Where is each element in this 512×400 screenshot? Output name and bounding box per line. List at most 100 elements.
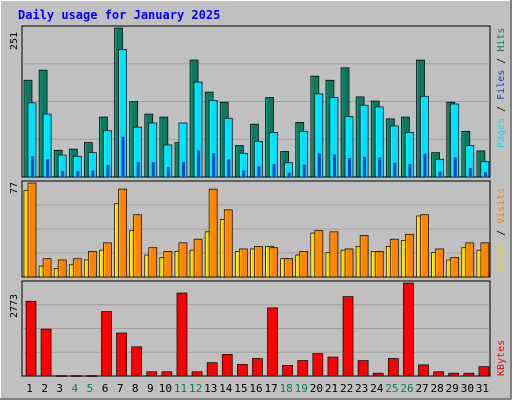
bar-pages [272,163,276,177]
bar-kbytes [55,375,67,377]
bar-pages [106,165,110,177]
day-label: 16 [249,382,262,395]
day-label: 11 [174,382,187,395]
bar-visits [389,238,399,278]
legend-sep-1: / [496,100,507,118]
day-label: 10 [159,382,172,395]
bar-pages [212,153,216,177]
bar-visits [57,259,67,278]
bar-visits [359,235,369,278]
visits-ymax-label: 77 [9,182,20,194]
bar-kbytes [161,371,173,377]
bar-kbytes [418,364,429,377]
bar-visits [103,242,112,278]
bar-kbytes [267,307,278,377]
chart-title: Daily usage for January 2025 [18,8,220,22]
bar-visits [72,258,82,278]
bar-kbytes [70,375,82,377]
day-label: 5 [87,382,94,395]
bar-visits [27,182,37,278]
day-label: 26 [400,382,413,395]
bar-kbytes [357,360,369,377]
bar-pages [438,171,442,177]
bar-kbytes [342,296,354,377]
legend-kbytes-label: KBytes [496,340,507,376]
bar-kbytes [478,366,490,377]
bar-visits [178,242,188,278]
day-label: 6 [102,382,109,395]
bar-kbytes [312,353,324,377]
bar-kbytes [463,372,475,377]
bar-visits [163,251,173,278]
day-label: 27 [415,382,428,395]
bar-kbytes [372,372,384,377]
day-label: 4 [72,382,79,395]
day-label: 2 [41,382,48,395]
bar-kbytes [387,358,399,377]
bar-visits [480,242,490,278]
legend-kbytes: KBytes [496,340,507,376]
day-labels: 1 2 3 4 5 6 7 8 9 10 11 12 13 14 15 16 17 18 19 20 21 22 23 24 2… [26,382,489,395]
bar-visits [133,214,143,278]
day-label: 30 [461,382,474,395]
bar-pages [181,162,185,177]
day-label: 20 [310,382,323,395]
bar-visits [450,257,460,278]
day-label: 8 [132,382,139,395]
bar-visits [42,258,52,278]
day-label: 1 [26,382,33,395]
bar-kbytes [433,371,444,377]
day-label: 19 [295,382,308,395]
legend-pages: Pages [496,118,507,148]
day-label: 13 [204,382,217,395]
bar-kbytes [86,375,97,377]
bar-visits [405,233,414,278]
bar-pages [151,162,155,177]
day-label: 22 [340,382,353,395]
bar-kbytes [191,371,203,377]
legend-sep-2: / [496,52,507,70]
bar-pages [166,166,170,177]
bar-pages [91,170,95,177]
bar-kbytes [206,362,218,377]
day-label: 31 [476,382,489,395]
bar-pages [46,159,50,177]
bar-visits [148,247,158,278]
bar-kbytes [146,371,158,377]
hits-ymax-label: 251 [9,32,20,50]
day-label: 25 [385,382,398,395]
bar-pages [287,172,291,177]
bar-pages [31,156,34,177]
bar-pages [197,150,201,177]
kbytes-ymax-label: 2773 [9,294,20,318]
bar-visits [435,248,444,278]
bar-visits [118,188,127,278]
bar-kbytes [237,364,248,377]
day-label: 3 [56,382,63,395]
bar-kbytes [25,300,37,377]
bar-kbytes [101,311,112,377]
bar-kbytes [40,328,52,377]
bar-visits [299,251,309,278]
bar-visits [420,214,429,278]
bars [23,27,490,377]
bar-pages [317,153,321,177]
bar-visits [329,231,339,278]
day-label: 15 [234,382,247,395]
bar-pages [302,164,306,177]
bar-visits [374,251,384,278]
bar-pages [348,158,352,177]
bar-kbytes [131,346,143,377]
legend-sites: Sites [496,242,507,272]
day-label: 24 [370,382,384,395]
bar-pages [483,172,487,177]
bar-pages [227,159,231,177]
bar-visits [269,247,278,278]
bar-kbytes [282,365,293,377]
bar-kbytes [297,360,309,377]
day-label: 17 [264,382,277,395]
day-label: 28 [431,382,444,395]
bar-kbytes [327,356,339,377]
